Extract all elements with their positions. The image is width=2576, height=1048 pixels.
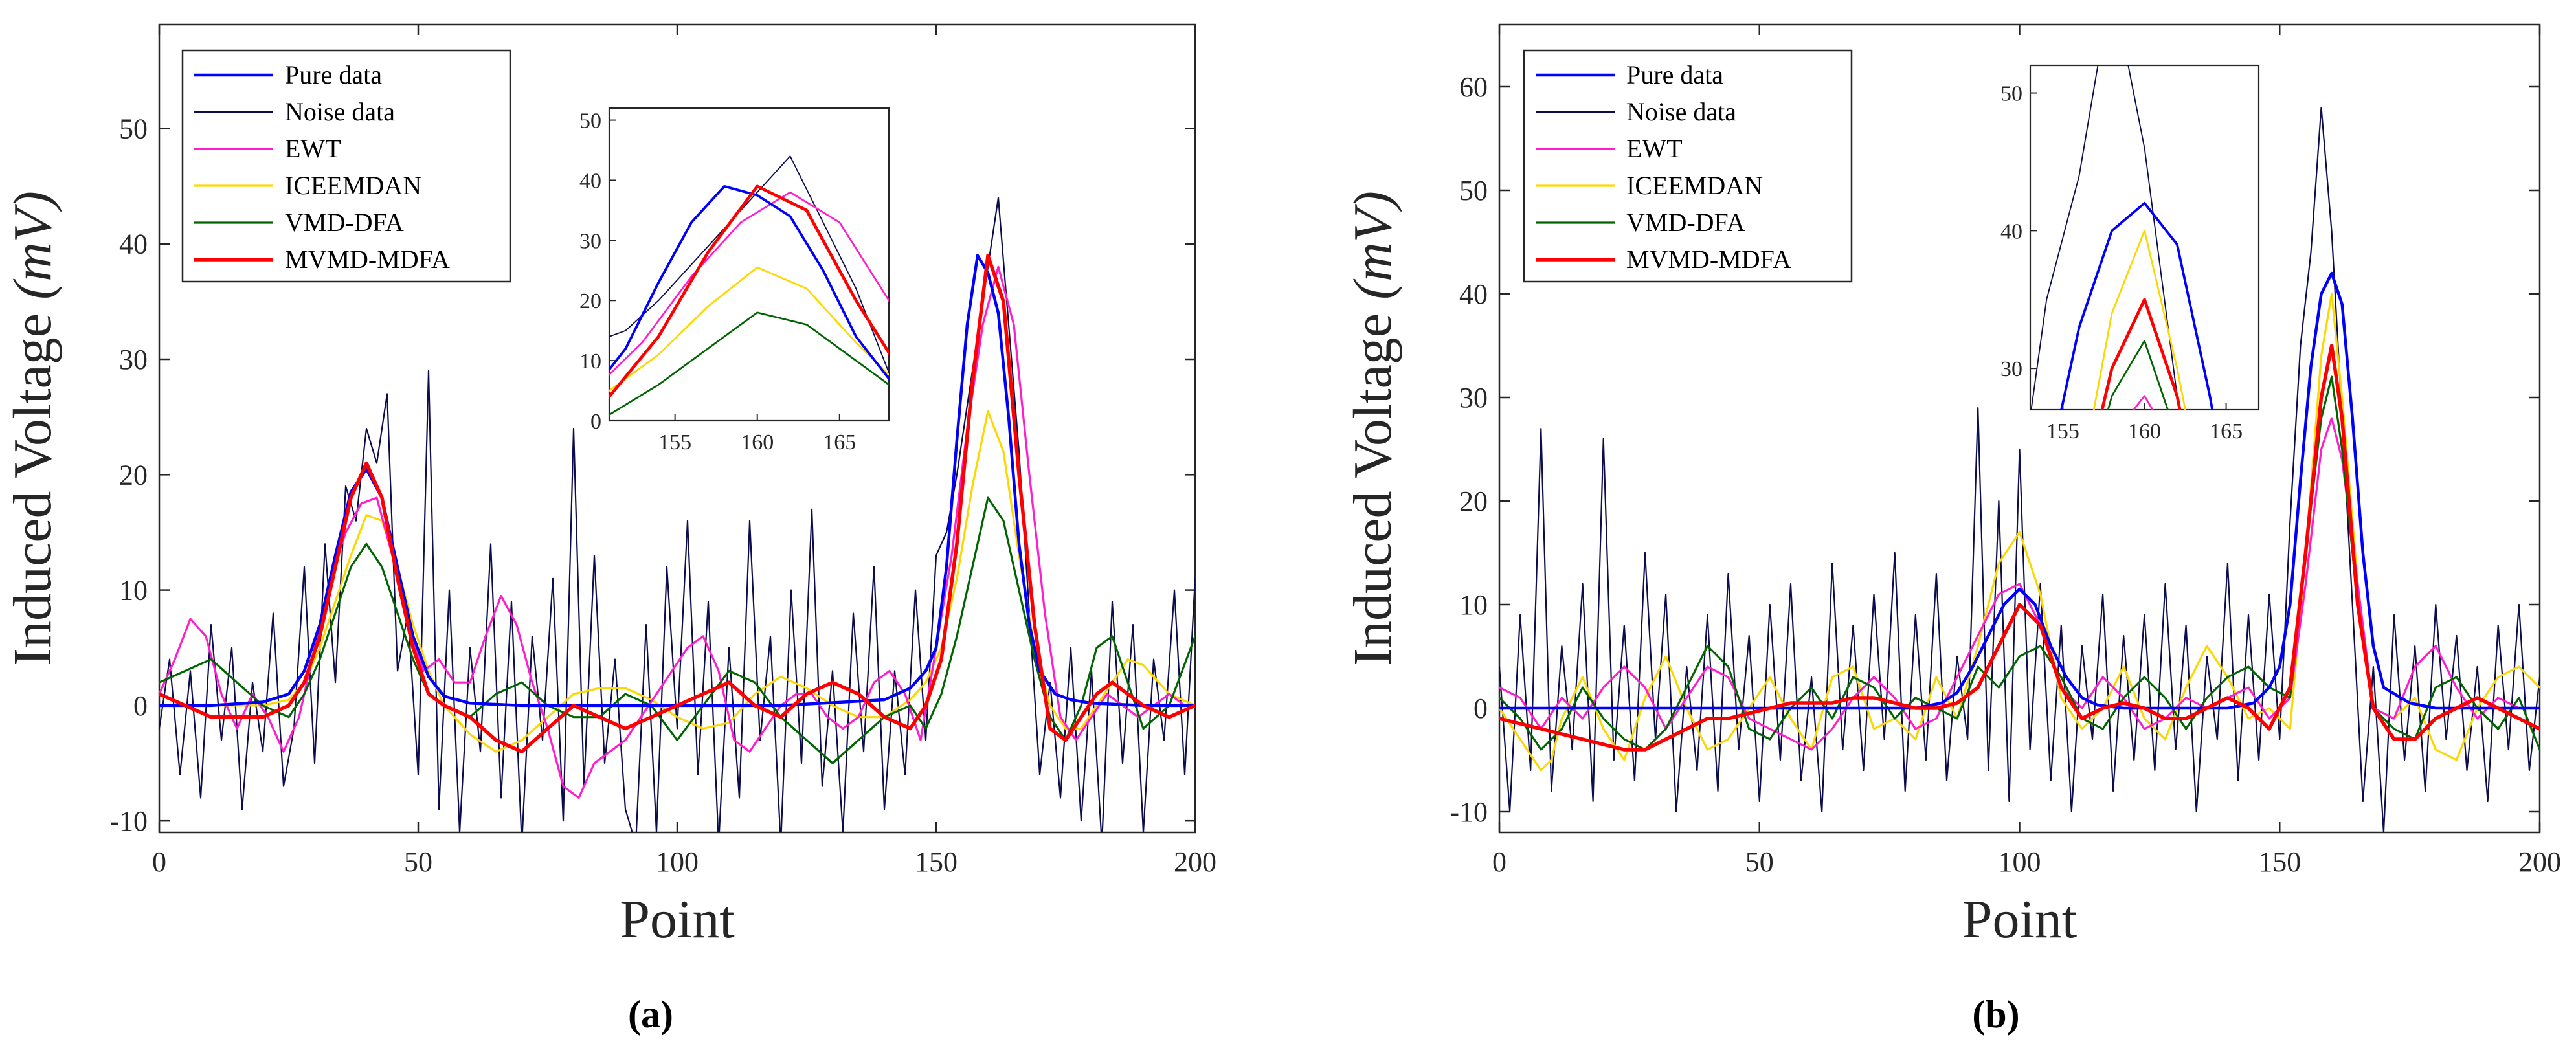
y-tick-label: 0 xyxy=(133,690,148,722)
inset-y-tick-label: 10 xyxy=(579,350,601,373)
series-group xyxy=(1499,106,2540,832)
y-tick-label: 30 xyxy=(119,344,148,375)
legend-box xyxy=(181,49,511,283)
legend-entry-mvmd-mdfa: MVMD-MDFA xyxy=(1626,245,1791,274)
x-tick-label: 150 xyxy=(915,846,958,878)
y-tick-label: 40 xyxy=(1459,278,1488,310)
legend-entry-noise-data: Noise data xyxy=(1626,97,1736,126)
inset-series-group xyxy=(609,155,889,416)
inset-x-tick-label: 160 xyxy=(741,430,774,454)
inset-y-tick-label: 40 xyxy=(2000,219,2022,243)
x-tick-label: 200 xyxy=(1174,846,1216,878)
x-tick-label: 50 xyxy=(404,846,432,878)
legend-entry-ewt: EWT xyxy=(1626,134,1683,163)
series-group xyxy=(159,197,1195,832)
x-tick-label: 0 xyxy=(1492,846,1506,878)
x-axis-label: Point xyxy=(1962,889,2077,950)
y-tick-label: 30 xyxy=(1459,382,1488,414)
y-axis-label-unit: (mV) xyxy=(3,191,63,300)
inset-x-tick-label: 155 xyxy=(658,430,691,454)
inset-y-tick-label: 20 xyxy=(579,289,601,313)
x-tick-label: 150 xyxy=(2258,846,2301,878)
legend-entry-ewt: EWT xyxy=(285,134,341,163)
y-tick-label: 10 xyxy=(119,575,148,607)
y-tick-label: 0 xyxy=(1473,693,1488,724)
y-tick-label: -10 xyxy=(109,805,148,837)
legend-box xyxy=(1523,49,1853,283)
y-tick-label: 20 xyxy=(1459,485,1488,517)
y-axis-label-text: Induced Voltage xyxy=(3,300,63,666)
y-tick-label: 50 xyxy=(1459,175,1488,206)
x-tick-label: 100 xyxy=(1999,846,2041,878)
y-axis-label: Induced Voltage (mV) xyxy=(1343,191,1403,666)
panel-label-b: (b) xyxy=(1972,993,2019,1036)
inset-x-tick-label: 160 xyxy=(2128,419,2161,443)
inset-y-tick-label: 30 xyxy=(2000,357,2022,381)
inset-series-line-pure-data xyxy=(609,184,889,381)
y-tick-label: 60 xyxy=(1459,71,1488,103)
inset-series-line-ewt xyxy=(609,191,889,376)
legend-entry-vmd-dfa: VMD-DFA xyxy=(285,208,404,237)
panel-label-a: (a) xyxy=(628,993,673,1036)
inset-x-tick-label: 165 xyxy=(823,430,856,454)
y-tick-label: -10 xyxy=(1450,796,1488,828)
inset-y-tick-label: 50 xyxy=(579,109,601,133)
series-line-pure-data xyxy=(159,254,1195,708)
inset-x-tick-label: 155 xyxy=(2046,419,2079,443)
y-tick-label: 50 xyxy=(119,113,148,144)
legend-entry-vmd-dfa: VMD-DFA xyxy=(1626,208,1745,237)
legend-entry-mvmd-mdfa: MVMD-MDFA xyxy=(285,245,450,274)
inset-plot-area xyxy=(608,107,890,422)
x-axis-label: Point xyxy=(620,889,734,950)
y-tick-label: 20 xyxy=(119,459,148,491)
x-tick-label: 50 xyxy=(1745,846,1774,878)
legend-entry-pure-data: Pure data xyxy=(285,60,382,89)
legend-entry-noise-data: Noise data xyxy=(285,97,395,126)
series-line-noise-data xyxy=(1499,106,2540,832)
y-tick-label: 10 xyxy=(1459,589,1488,621)
inset-y-tick-label: 30 xyxy=(579,229,601,253)
legend-entry-iceemdan: ICEEMDAN xyxy=(1626,171,1763,200)
legend-entry-iceemdan: ICEEMDAN xyxy=(285,171,421,200)
x-tick-label: 200 xyxy=(2518,846,2561,878)
series-line-mvmd-mdfa xyxy=(159,253,1195,753)
chart-panel-b: 0 50 100 150 200-100102030405060PointInduced… xyxy=(1343,23,2561,950)
inset-plot-area xyxy=(2029,64,2260,411)
y-axis-label-text: Induced Voltage xyxy=(1343,300,1403,666)
x-tick-label: 0 xyxy=(152,846,166,878)
inset-y-tick-label: 40 xyxy=(579,169,601,193)
series-line-mvmd-mdfa xyxy=(1499,344,2540,752)
x-tick-label: 100 xyxy=(656,846,699,878)
inset-y-tick-label: 0 xyxy=(590,410,601,434)
y-axis-label-unit: (mV) xyxy=(1343,191,1403,300)
y-axis-label: Induced Voltage (mV) xyxy=(3,191,63,666)
inset-x-tick-label: 165 xyxy=(2210,419,2243,443)
inset-y-tick-label: 50 xyxy=(2000,82,2022,106)
series-line-pure-data xyxy=(1499,271,2540,710)
legend-entry-pure-data: Pure data xyxy=(1626,60,1723,89)
y-tick-label: 40 xyxy=(119,229,148,260)
